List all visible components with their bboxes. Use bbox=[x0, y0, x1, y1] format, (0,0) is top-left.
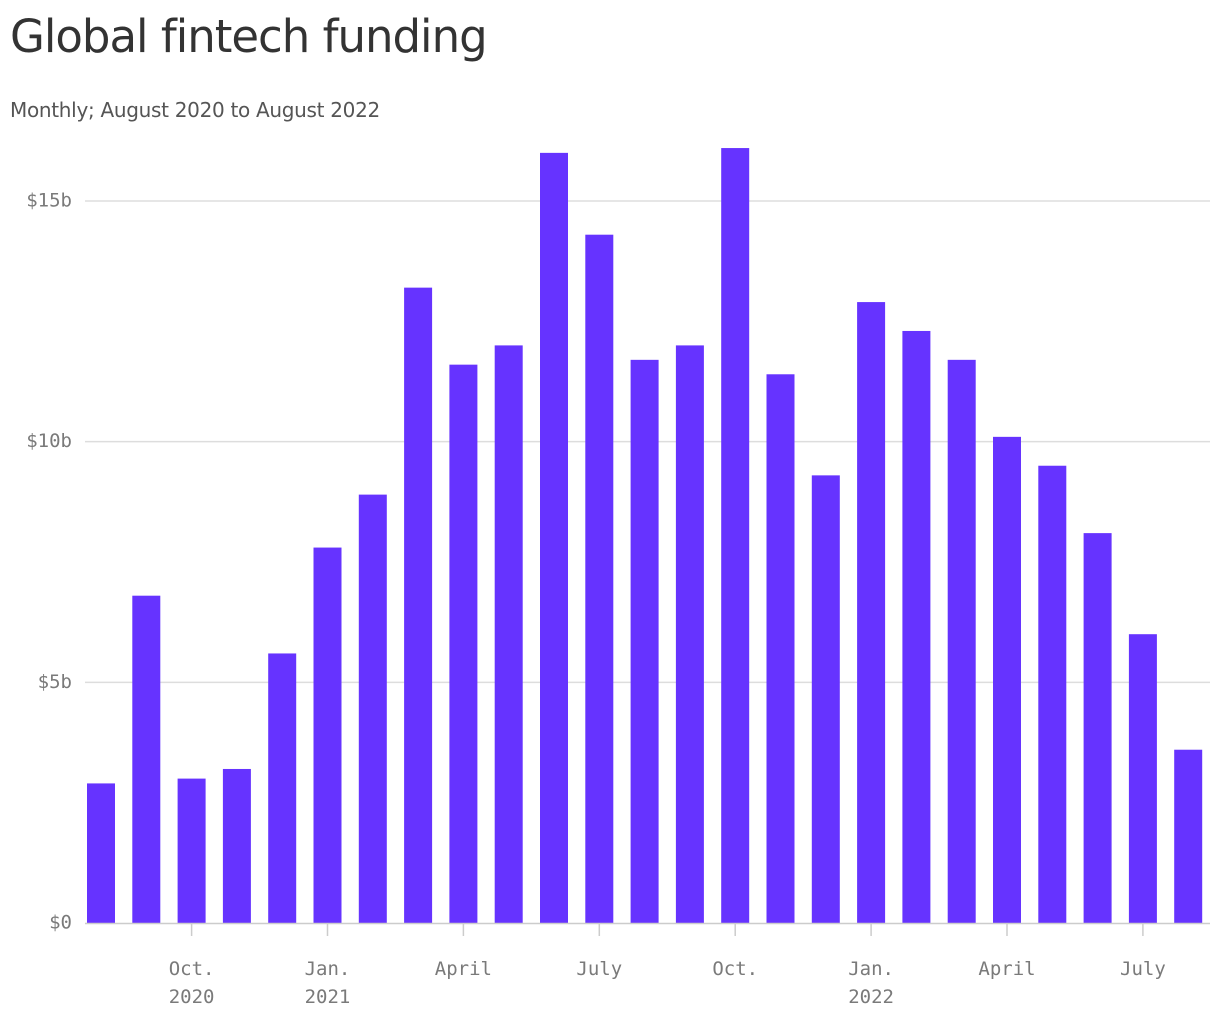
x-tick-label: July bbox=[1120, 958, 1166, 980]
x-tick-label: Jan. bbox=[848, 958, 894, 980]
bar bbox=[494, 345, 523, 923]
y-tick-label: $10b bbox=[26, 430, 72, 452]
x-tick-year-label: 2022 bbox=[848, 986, 894, 1008]
bar bbox=[585, 234, 614, 923]
x-tick-year-label: 2020 bbox=[169, 986, 215, 1008]
bar bbox=[540, 152, 568, 923]
bar bbox=[811, 475, 840, 923]
y-axis-labels: $0 $5b $10b $15b bbox=[26, 190, 72, 934]
bar bbox=[857, 302, 886, 924]
x-tick-year-label: 2021 bbox=[305, 986, 351, 1008]
bars bbox=[87, 148, 1203, 924]
x-tick-label: Oct. bbox=[712, 958, 758, 980]
bar bbox=[675, 345, 704, 923]
x-tick-label: Oct. bbox=[169, 958, 215, 980]
bar bbox=[132, 595, 161, 923]
x-tick-label: Jan. bbox=[305, 958, 351, 980]
bar bbox=[1174, 749, 1203, 923]
bar bbox=[902, 330, 931, 924]
bar bbox=[1083, 533, 1112, 923]
bar bbox=[177, 778, 206, 923]
bar bbox=[993, 436, 1021, 923]
x-axis-labels: Oct. 2020 Jan. 2021 April July Oct. Jan. 2022 Apr… bbox=[169, 958, 1166, 1008]
bar bbox=[449, 364, 478, 923]
bar bbox=[404, 287, 433, 923]
chart-subtitle: Monthly; August 2020 to August 2022 bbox=[10, 98, 380, 122]
chart-title: Global fintech funding bbox=[10, 10, 488, 63]
bar bbox=[630, 359, 659, 924]
bar bbox=[947, 359, 976, 924]
bar bbox=[1128, 634, 1157, 923]
bar bbox=[313, 547, 342, 923]
bar bbox=[358, 494, 387, 923]
bar bbox=[87, 783, 115, 923]
bar bbox=[268, 653, 297, 923]
x-tick-label: April bbox=[978, 958, 1035, 980]
bar bbox=[1038, 465, 1067, 923]
y-tick-label: $15b bbox=[26, 190, 72, 212]
bar bbox=[721, 148, 750, 923]
bar bbox=[222, 768, 251, 923]
y-tick-label: $0 bbox=[49, 912, 72, 934]
x-tick-label: July bbox=[576, 958, 622, 980]
x-tick-label: April bbox=[435, 958, 492, 980]
x-axis bbox=[85, 922, 1210, 936]
bar bbox=[766, 374, 795, 923]
y-tick-label: $5b bbox=[38, 671, 72, 693]
